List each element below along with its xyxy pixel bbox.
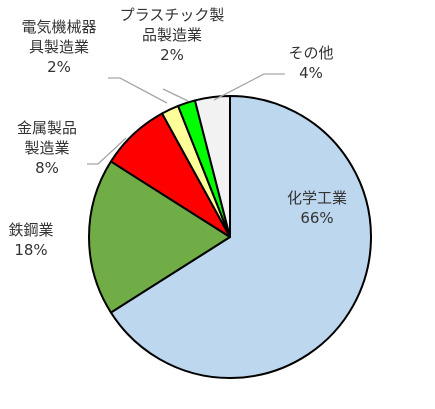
slice-percent-label: 4% xyxy=(299,64,323,82)
leader-line-4 xyxy=(108,77,168,104)
slice-label-text: プラスチック製 xyxy=(120,6,225,24)
slice-label-3: 金属製品製造業 8% xyxy=(17,119,77,177)
slice-label-text: その他 xyxy=(288,44,333,62)
slice-percent-label: 8% xyxy=(35,159,59,177)
slice-label-text: 金属製品 xyxy=(17,119,77,137)
slice-percent-label: 18% xyxy=(14,241,47,259)
slice-label-4: 電気機械器具製造業 2% xyxy=(21,18,96,76)
leader-lines xyxy=(87,73,285,165)
slice-label-text: 鉄鋼業 xyxy=(8,221,53,239)
slice-label-text: 製造業 xyxy=(24,139,69,157)
pie-slice-6 xyxy=(193,95,231,238)
pie-slice-1 xyxy=(109,95,372,379)
slice-label-text: 化学工業 xyxy=(287,189,347,207)
pie-slices xyxy=(88,95,372,379)
slice-label-text: 具製造業 xyxy=(29,38,89,56)
slice-label-text: 品製造業 xyxy=(142,26,202,44)
slice-labels: 化学工業 66%鉄鋼業 18%金属製品製造業 8%電気機械器具製造業 2%プラスチック製… xyxy=(8,6,347,259)
slice-percent-label: 2% xyxy=(160,46,184,64)
slice-label-2: 鉄鋼業 18% xyxy=(8,221,53,259)
slice-label-text: 電気機械器 xyxy=(21,18,96,36)
slice-label-1: 化学工業 66% xyxy=(287,189,347,227)
leader-line-3 xyxy=(87,137,127,165)
slice-percent-label: 2% xyxy=(47,58,71,76)
leader-line-6 xyxy=(213,73,285,101)
slice-label-6: その他 4% xyxy=(288,44,333,82)
leader-line-5 xyxy=(162,88,189,102)
slice-label-5: プラスチック製品製造業 2% xyxy=(120,6,225,64)
pie-slice-2 xyxy=(88,160,231,314)
slice-percent-label: 66% xyxy=(300,209,333,227)
